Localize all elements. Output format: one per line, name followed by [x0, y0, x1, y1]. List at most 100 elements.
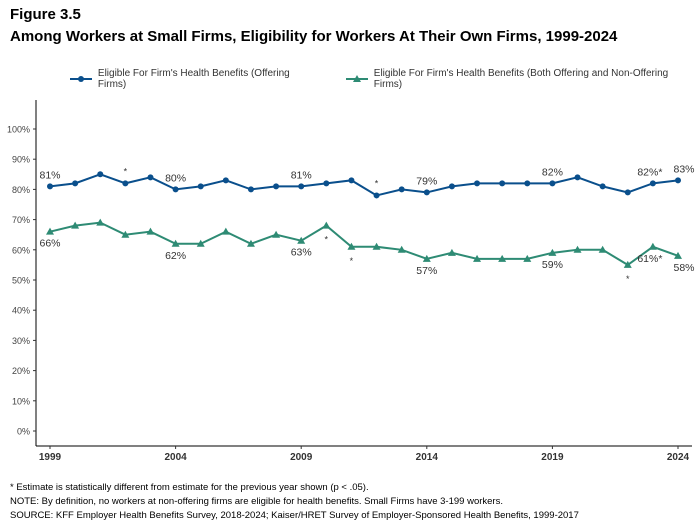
x-tick-label: 2014 — [416, 452, 439, 463]
data-label: 62% — [165, 250, 186, 262]
data-point — [246, 239, 255, 247]
data-point — [447, 248, 456, 256]
data-point — [197, 183, 204, 190]
data-point — [474, 180, 481, 187]
data-label: 59% — [542, 259, 563, 271]
x-tick-label: 2024 — [667, 452, 690, 463]
y-tick-label: 0% — [17, 427, 30, 437]
data-point — [523, 254, 532, 262]
series-line — [49, 221, 679, 267]
data-point — [397, 245, 406, 253]
data-point — [372, 242, 381, 250]
note-source: SOURCE: KFF Employer Health Benefits Sur… — [10, 510, 579, 521]
y-tick-label: 100% — [7, 125, 30, 135]
data-point — [675, 177, 681, 184]
data-point — [549, 180, 556, 187]
data-label: 79% — [416, 175, 437, 187]
data-point — [448, 183, 455, 190]
data-point — [347, 242, 356, 250]
data-point — [172, 186, 179, 193]
legend-item-all: Eligible For Firm's Health Benefits (Bot… — [345, 68, 698, 90]
data-label: 81% — [291, 169, 312, 181]
data-point — [273, 183, 280, 190]
note-significance: * Estimate is statistically different fr… — [10, 482, 369, 493]
significance-marker: * — [350, 256, 354, 266]
legend-label: Eligible For Firm's Health Benefits (Bot… — [373, 68, 669, 90]
x-tick-label: 2019 — [541, 452, 564, 463]
data-point — [422, 254, 431, 262]
data-point — [573, 245, 582, 253]
y-tick-label: 10% — [12, 396, 30, 406]
significance-marker: * — [124, 166, 128, 176]
data-point — [648, 242, 657, 250]
significance-marker: * — [626, 274, 630, 284]
note-definition: NOTE: By definition, no workers at non-o… — [10, 496, 503, 507]
data-point — [599, 183, 606, 190]
data-label: 82%* — [637, 166, 662, 178]
data-label: 82% — [542, 166, 563, 178]
data-point — [623, 260, 632, 268]
data-point — [348, 177, 355, 184]
y-tick-label: 20% — [12, 366, 30, 376]
data-label: 57% — [416, 265, 437, 277]
data-point — [96, 218, 105, 226]
legend-circle-marker-icon — [70, 76, 92, 82]
data-label: 80% — [165, 172, 186, 184]
figure-label: Figure 3.5 — [10, 6, 81, 23]
data-point — [298, 183, 305, 190]
data-point — [196, 239, 205, 247]
series-line — [49, 173, 679, 197]
x-tick-label: 1999 — [39, 452, 62, 463]
data-point — [398, 186, 405, 193]
data-label: 81% — [39, 169, 60, 181]
data-point — [47, 183, 53, 190]
data-label: 66% — [39, 238, 60, 250]
data-label: 58% — [673, 262, 694, 274]
data-point — [71, 221, 80, 229]
legend: Eligible For Firm's Health Benefits (Off… — [70, 68, 698, 90]
data-point — [221, 227, 230, 235]
x-tick-label: 2004 — [164, 452, 187, 463]
y-tick-label: 80% — [12, 185, 30, 195]
data-label: 61%* — [637, 253, 662, 265]
data-point — [548, 248, 557, 256]
data-point — [222, 177, 229, 184]
data-point — [649, 180, 656, 187]
y-tick-label: 50% — [12, 276, 30, 286]
data-point — [373, 192, 380, 199]
data-point — [72, 180, 79, 187]
y-tick-label: 70% — [12, 215, 30, 225]
x-tick-label: 2009 — [290, 452, 313, 463]
significance-marker: * — [325, 235, 329, 245]
data-point — [498, 254, 507, 262]
data-point — [423, 189, 430, 196]
data-point — [322, 221, 331, 229]
data-point — [147, 174, 154, 181]
chart-title: Among Workers at Small Firms, Eligibilit… — [10, 28, 618, 45]
data-point — [97, 171, 104, 178]
legend-item-offering: Eligible For Firm's Health Benefits (Off… — [70, 68, 320, 90]
data-point — [122, 180, 129, 187]
data-point — [323, 180, 330, 187]
data-point — [574, 174, 581, 181]
data-point — [146, 227, 155, 235]
data-point — [272, 230, 281, 238]
data-point — [247, 186, 254, 193]
data-label: 63% — [291, 247, 312, 259]
legend-triangle-marker-icon — [345, 75, 368, 82]
y-tick-label: 60% — [12, 245, 30, 255]
y-tick-label: 40% — [12, 306, 30, 316]
data-point — [297, 236, 306, 244]
data-point — [499, 180, 506, 187]
data-point — [121, 230, 130, 238]
data-point — [46, 227, 54, 235]
y-tick-label: 30% — [12, 336, 30, 346]
data-point — [171, 239, 180, 247]
data-point — [598, 245, 607, 253]
legend-label: Eligible For Firm's Health Benefits (Off… — [97, 68, 290, 90]
data-point — [624, 189, 631, 196]
data-label: 83% — [673, 163, 694, 175]
data-point — [473, 254, 482, 262]
